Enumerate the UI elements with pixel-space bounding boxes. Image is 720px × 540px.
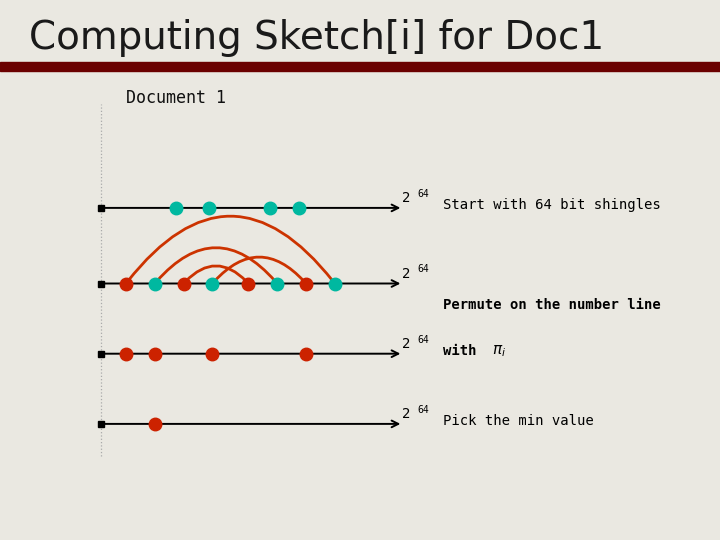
Text: Pick the min value: Pick the min value — [443, 414, 593, 428]
FancyArrowPatch shape — [157, 248, 275, 281]
Text: 2: 2 — [402, 267, 411, 281]
Bar — [0, 62, 720, 71]
Text: 2: 2 — [402, 337, 411, 351]
Text: 2: 2 — [402, 407, 411, 421]
Text: 64: 64 — [418, 264, 429, 274]
Text: Start with 64 bit shingles: Start with 64 bit shingles — [443, 198, 660, 212]
FancyArrowPatch shape — [215, 257, 304, 281]
Text: 2: 2 — [402, 191, 411, 205]
Text: 64: 64 — [418, 404, 429, 415]
Text: 64: 64 — [418, 188, 429, 199]
Text: Permute on the number line: Permute on the number line — [443, 298, 660, 312]
Text: Document 1: Document 1 — [126, 89, 226, 107]
Text: 64: 64 — [418, 334, 429, 345]
Text: $\pi_i$: $\pi_i$ — [492, 343, 506, 359]
Text: Computing Sketch[i] for Doc1: Computing Sketch[i] for Doc1 — [29, 19, 604, 57]
FancyArrowPatch shape — [127, 216, 333, 281]
FancyArrowPatch shape — [186, 266, 246, 281]
Text: with: with — [443, 344, 493, 358]
